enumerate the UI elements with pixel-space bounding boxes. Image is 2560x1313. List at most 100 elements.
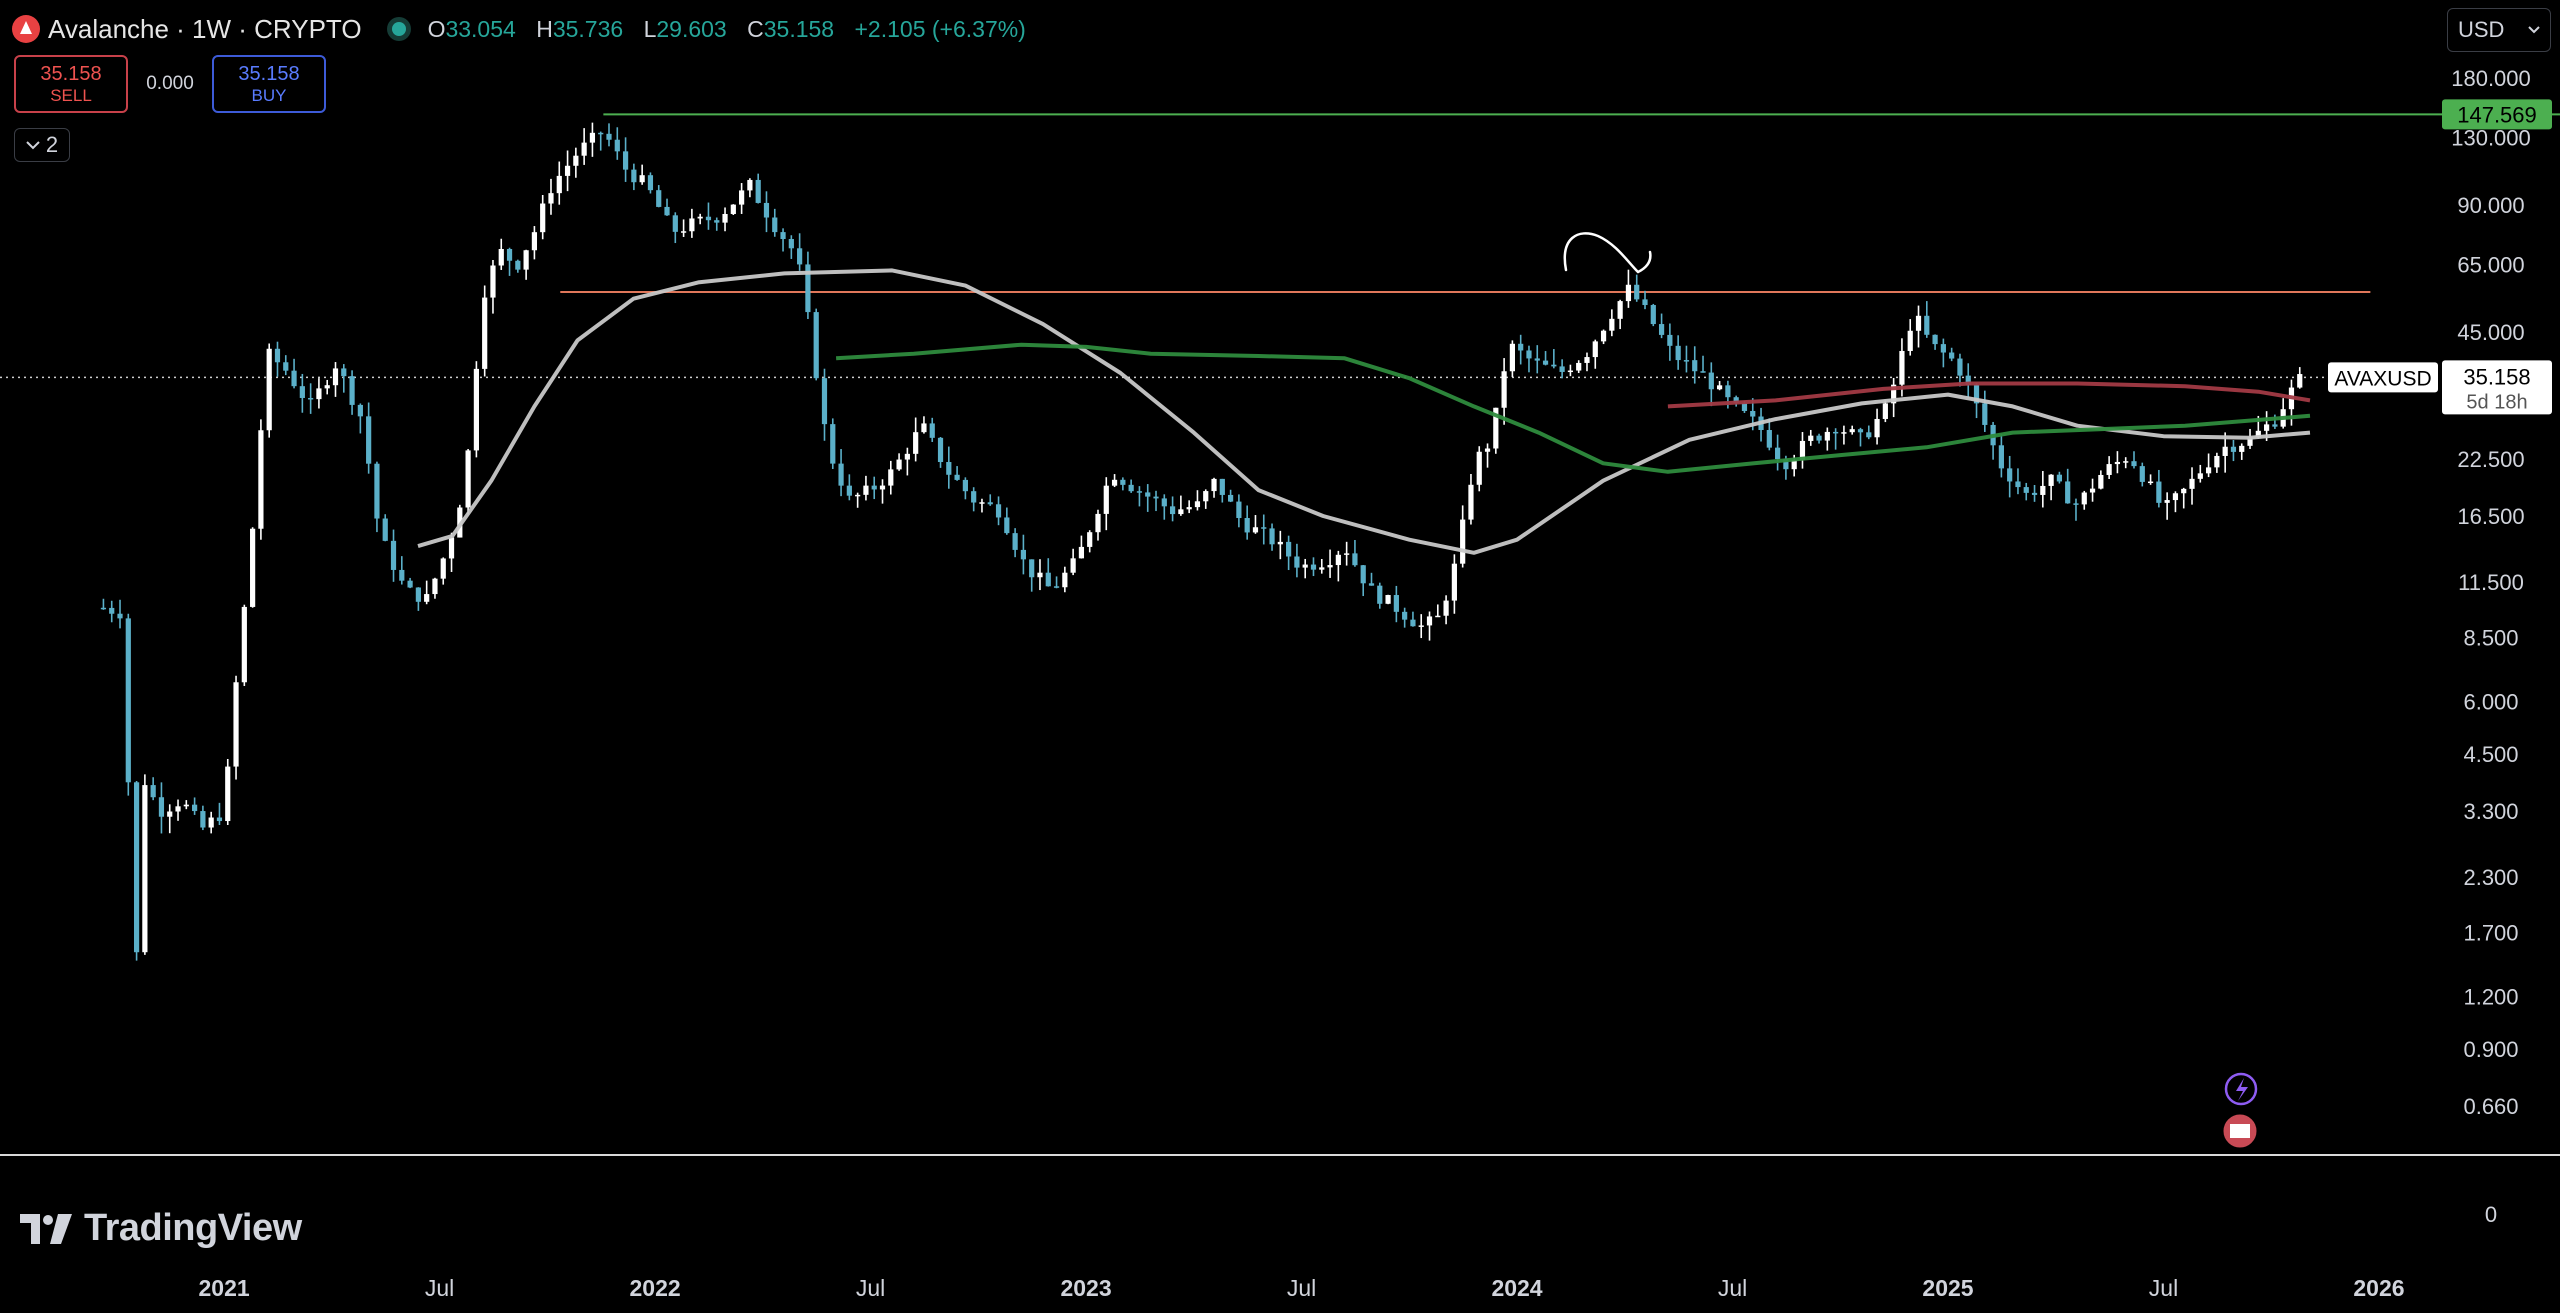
candle-body: [1045, 572, 1051, 587]
candle-body: [1310, 564, 1317, 570]
candle-body: [1833, 431, 1839, 434]
candle-body: [366, 416, 372, 464]
candle-body: [564, 165, 571, 176]
candle-body: [871, 485, 877, 490]
candle-body: [971, 491, 977, 503]
candle-body: [813, 312, 819, 379]
candle-body: [324, 385, 330, 389]
candle-body: [1161, 498, 1167, 507]
candle-body: [921, 423, 927, 433]
ohlc-values: O33.054 H35.736 L29.603 C35.158 +2.105 (…: [428, 16, 1040, 43]
candle-body: [1460, 519, 1466, 564]
last-price-label: 35.158: [2463, 364, 2530, 389]
candle-body: [142, 785, 148, 953]
candle-body: [1882, 403, 1888, 419]
price-axis-label: 0: [2485, 1202, 2497, 1227]
price-axis-label: 0.900: [2463, 1037, 2518, 1062]
candle-body: [705, 216, 712, 221]
candle-body: [133, 782, 140, 953]
candle-body: [1368, 583, 1375, 586]
candle-body: [1542, 360, 1549, 365]
candle-body: [1103, 485, 1109, 514]
candle-body: [1277, 541, 1283, 545]
candle-body: [1675, 345, 1681, 361]
indicator-count: 2: [45, 132, 59, 157]
time-axis-label: Jul: [425, 1275, 454, 1301]
candle-body: [2015, 481, 2021, 488]
candle-body: [1559, 366, 1565, 372]
candle-body: [1667, 334, 1673, 346]
tradingview-logo[interactable]: TradingView: [20, 1207, 302, 1250]
candle-body: [266, 348, 272, 431]
candle-body: [1824, 431, 1830, 441]
candle-body: [1178, 509, 1184, 515]
candle-body: [109, 607, 115, 614]
price-axis-label: 45.000: [2457, 320, 2524, 345]
market-status-icon[interactable]: [391, 22, 406, 36]
candle-body: [200, 811, 206, 828]
candle-body: [2023, 487, 2029, 493]
time-axis-label: Jul: [2149, 1275, 2178, 1301]
candle-body: [1973, 385, 1980, 404]
avalanche-logo-icon: [12, 15, 40, 43]
candle-body: [913, 432, 919, 454]
candle-body: [1344, 553, 1350, 555]
candle-body: [216, 817, 223, 822]
candle-body: [1609, 318, 1615, 331]
candle-body: [1600, 330, 1607, 342]
time-axis-label: 2023: [1060, 1275, 1111, 1301]
candle-body: [316, 388, 322, 400]
candle-body: [680, 231, 687, 233]
candle-body: [1078, 546, 1085, 559]
candle-body: [1128, 484, 1134, 492]
candle-body: [2172, 493, 2179, 501]
candle-body: [1194, 501, 1201, 508]
candle-body: [465, 450, 471, 508]
candle-body: [855, 494, 861, 497]
currency-label: USD: [2458, 17, 2505, 42]
symbol-title[interactable]: Avalanche · 1W · CRYPTO: [48, 13, 362, 44]
candle-body: [1493, 407, 1499, 449]
candle-body: [531, 232, 538, 251]
candle-body: [2081, 492, 2087, 505]
candle-body: [763, 202, 770, 218]
candle-body: [374, 463, 380, 519]
change-value: +2.105 (+6.37%): [854, 15, 1026, 42]
sell-button[interactable]: 35.158 SELL: [14, 55, 128, 113]
low-label: L: [643, 15, 657, 42]
time-axis-label: 2021: [199, 1275, 250, 1301]
candle-body: [2007, 468, 2013, 482]
candle-body: [1915, 315, 1922, 331]
buy-label: BUY: [251, 86, 287, 105]
price-axis-label: 8.500: [2463, 626, 2518, 651]
indicators-collapse-button[interactable]: 2: [14, 128, 70, 162]
buy-button[interactable]: 35.158 BUY: [212, 55, 326, 113]
candle-body: [1617, 301, 1623, 319]
candle-body: [1567, 370, 1574, 373]
candle-body: [158, 797, 165, 817]
candle-body: [1940, 344, 1946, 353]
candle-body: [805, 264, 811, 313]
candle-body: [1957, 358, 1963, 376]
candle-body: [622, 151, 629, 170]
candle-body: [482, 297, 488, 369]
price-axis-label: 1.700: [2463, 921, 2518, 946]
candle-body: [1484, 448, 1491, 452]
candle-body: [1352, 553, 1358, 566]
candle-body: [631, 169, 637, 183]
price-axis-label: 90.000: [2457, 193, 2524, 218]
currency-select[interactable]: USD: [2447, 8, 2551, 52]
tradingview-wordmark: TradingView: [84, 1207, 302, 1249]
candle-body: [225, 766, 231, 822]
candle-body: [1435, 615, 1441, 618]
price-axis-label: 22.500: [2457, 447, 2524, 472]
candle-body: [1029, 559, 1035, 578]
candle-body: [2073, 503, 2079, 505]
resistance-high-price-label: 147.569: [2457, 102, 2537, 127]
candle-body: [1377, 585, 1383, 604]
price-axis-label: 130.000: [2451, 126, 2531, 151]
candle-body: [1087, 532, 1093, 547]
candle-body: [1592, 341, 1598, 358]
candle-body: [772, 217, 778, 233]
